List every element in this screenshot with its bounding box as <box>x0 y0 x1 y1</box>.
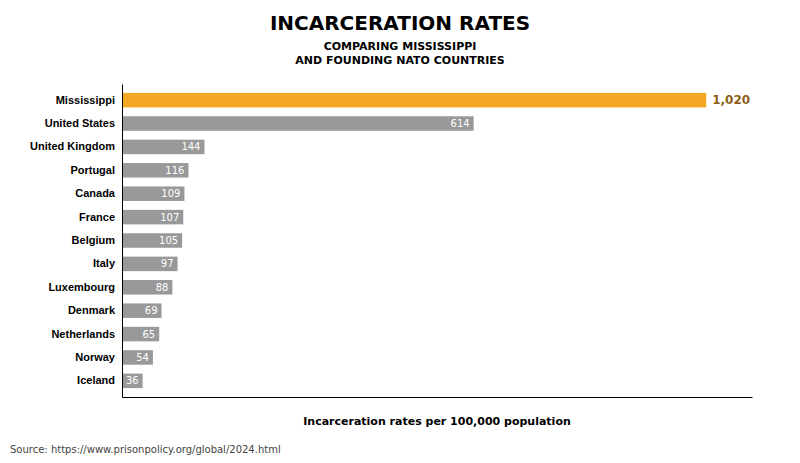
y-tick-label: France <box>79 211 115 223</box>
plot: Mississippi United States United Kingdom Po… <box>30 85 752 398</box>
y-tick: Canada <box>75 187 116 199</box>
data-label: 144 <box>181 141 200 152</box>
y-tick: Belgium <box>72 234 116 246</box>
bar <box>122 233 182 248</box>
data-label: 88 <box>156 282 169 293</box>
bar <box>122 327 159 342</box>
bar <box>122 303 162 318</box>
y-tick: Netherlands <box>51 328 115 340</box>
y-tick-label: Netherlands <box>51 328 115 340</box>
title: INCARCERATION RATES <box>270 11 530 35</box>
bar <box>122 350 153 365</box>
x-axis-label: Incarceration rates per 100,000 populati… <box>303 415 571 428</box>
y-tick: United Kingdom <box>30 140 115 152</box>
bar <box>122 257 178 272</box>
data-label: 614 <box>451 118 470 129</box>
y-axis-line <box>122 85 123 398</box>
data-label: 69 <box>145 305 158 316</box>
bar <box>122 186 184 201</box>
y-tick-label: Luxembourg <box>48 281 115 293</box>
bars <box>122 93 706 388</box>
data-label: 116 <box>165 165 184 176</box>
bar <box>122 163 188 178</box>
y-tick-label: Mississippi <box>56 94 115 106</box>
chart-svg: INCARCERATION RATES COMPARING MISSISSIPPI… <box>0 0 800 463</box>
data-label: 105 <box>159 235 178 246</box>
y-tick-label: Denmark <box>68 304 116 316</box>
data-label: 107 <box>160 212 179 223</box>
y-tick-label: Italy <box>93 257 116 269</box>
data-labels: 1,020 614 144 116 109 107 105 97 88 69 65 54 36 <box>126 93 750 386</box>
data-label: 1,020 <box>712 93 750 107</box>
bar <box>122 280 172 295</box>
data-label: 109 <box>161 188 180 199</box>
bar <box>122 374 143 389</box>
bar <box>122 210 183 225</box>
subtitle: COMPARING MISSISSIPPIAND FOUNDING NATO C… <box>295 40 505 67</box>
y-tick-label: Norway <box>75 351 116 363</box>
y-tick-label: United Kingdom <box>30 140 115 152</box>
y-tick: United States <box>45 117 115 129</box>
y-tick-label: Belgium <box>72 234 116 246</box>
data-label: 54 <box>136 352 149 363</box>
x-axis-line <box>123 397 753 398</box>
y-tick: Norway <box>75 351 116 363</box>
y-tick-label: Portugal <box>70 164 115 176</box>
y-axis: Mississippi United States United Kingdom Po… <box>30 85 122 398</box>
data-label: 36 <box>126 375 139 386</box>
y-tick: Italy <box>93 257 116 269</box>
y-tick: Portugal <box>70 164 115 176</box>
x-axis <box>123 397 753 398</box>
y-tick: Luxembourg <box>48 281 115 293</box>
y-tick: Mississippi <box>56 94 115 106</box>
y-tick: France <box>79 211 115 223</box>
y-tick-label: Iceland <box>77 374 115 386</box>
subtitle-line: AND FOUNDING NATO COUNTRIES <box>295 54 505 67</box>
y-tick: Iceland <box>77 374 115 386</box>
subtitle-line: COMPARING MISSISSIPPI <box>324 40 477 53</box>
bar <box>122 140 204 155</box>
data-label: 65 <box>142 329 155 340</box>
y-tick-label: Canada <box>75 187 116 199</box>
data-label: 97 <box>161 258 174 269</box>
source: Source: https://www.prisonpolicy.org/glo… <box>10 444 281 455</box>
y-tick: Denmark <box>68 304 116 316</box>
bar <box>122 116 474 131</box>
y-tick-label: United States <box>45 117 115 129</box>
bar <box>122 93 706 108</box>
